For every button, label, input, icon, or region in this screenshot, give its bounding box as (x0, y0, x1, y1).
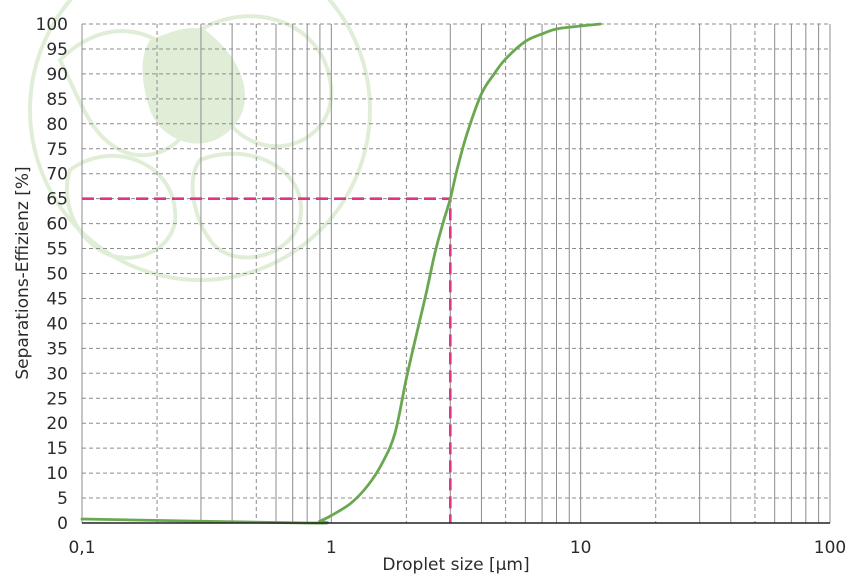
y-tick-label: 60 (46, 215, 68, 235)
y-tick-label: 0 (57, 514, 68, 534)
reference-line (82, 197, 452, 523)
y-tick-label: 45 (46, 289, 68, 309)
y-tick-label: 75 (46, 140, 68, 160)
y-tick-label: 10 (46, 464, 68, 484)
y-tick-label: 5 (57, 489, 68, 509)
y-axis-title: Separations-Effizienz [%] (13, 166, 33, 379)
y-tick-label: 20 (46, 414, 68, 434)
y-tick-label: 25 (46, 389, 68, 409)
series-line-0 (80, 22, 602, 525)
x-tick-label: 1 (326, 538, 337, 558)
watermark-logo (28, 0, 372, 282)
y-tick-label: 30 (46, 364, 68, 384)
y-tick-label: 40 (46, 314, 68, 334)
x-tick-label: 0,1 (68, 538, 95, 558)
y-tick-label: 85 (46, 90, 68, 110)
grid (81, 23, 831, 523)
y-tick-label: 90 (46, 65, 68, 85)
y-tick-label: 95 (46, 40, 68, 60)
x-tick-label: 100 (814, 538, 846, 558)
reference-lines (82, 197, 452, 523)
x-tick-label: 10 (570, 538, 592, 558)
y-tick-label: 80 (46, 115, 68, 135)
y-tick-label: 100 (36, 15, 68, 35)
y-tick-label: 35 (46, 339, 68, 359)
y-tick-label: 55 (46, 240, 68, 260)
y-tick-labels: 0 5 10 15 20 25 30 35 40 45 50 55 60 65 70 75 80 85 90 95 10… (36, 15, 68, 534)
y-tick-label: 70 (46, 165, 68, 185)
x-axis-title: Droplet size [µm] (382, 555, 529, 575)
x-tick-labels: 0,1 1 10 100 (68, 538, 846, 558)
y-tick-label: 65 (46, 190, 68, 210)
series (80, 22, 602, 525)
y-tick-label: 15 (46, 439, 68, 459)
y-tick-label: 50 (46, 265, 68, 285)
